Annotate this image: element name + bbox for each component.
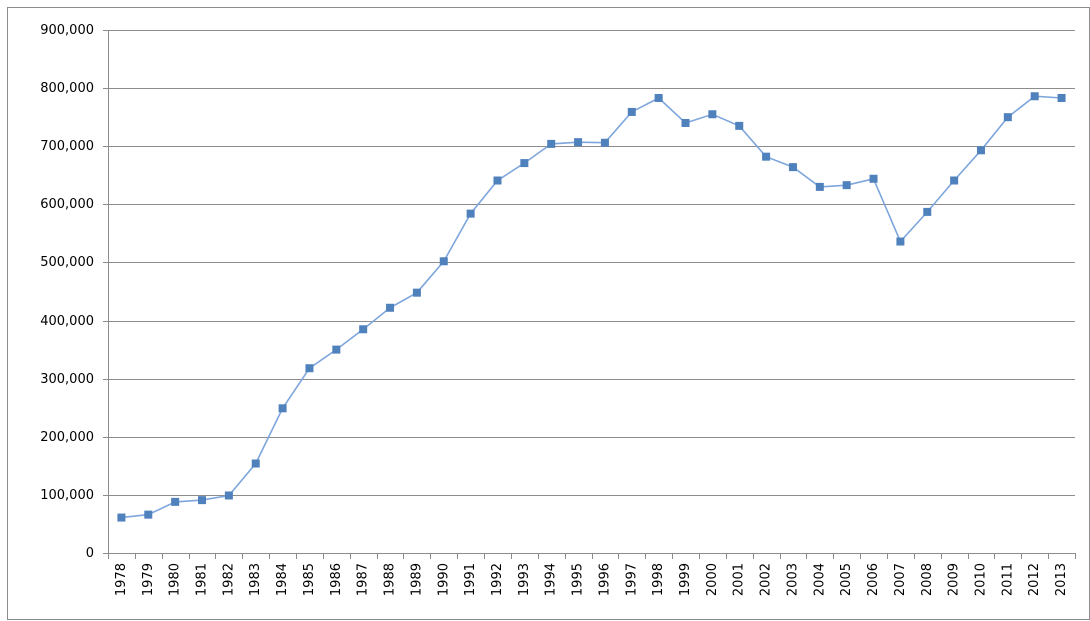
data-marker	[788, 163, 797, 172]
y-tick-label: 700,000	[40, 139, 94, 154]
y-tick-label: 0	[86, 546, 94, 561]
x-tick-label: 2005	[839, 563, 854, 596]
x-tick-label: 1997	[624, 563, 639, 596]
data-marker	[466, 209, 475, 218]
data-marker	[332, 345, 341, 354]
y-tick-label: 500,000	[40, 255, 94, 270]
data-marker	[198, 496, 207, 505]
data-marker	[815, 182, 824, 191]
x-tick-label: 2007	[893, 563, 908, 596]
data-marker	[412, 288, 421, 297]
x-tick-label: 2008	[920, 563, 935, 596]
x-tick-label: 2012	[1027, 563, 1042, 596]
x-tick-label: 2003	[785, 563, 800, 596]
data-marker	[224, 491, 233, 500]
x-tick-label: 1987	[356, 563, 371, 596]
y-tick-label: 300,000	[40, 372, 94, 387]
data-marker	[439, 257, 448, 266]
data-marker	[654, 93, 663, 102]
x-tick-label: 1981	[195, 563, 210, 596]
data-marker	[144, 510, 153, 519]
data-marker	[869, 174, 878, 183]
data-marker	[1030, 92, 1039, 101]
data-marker	[117, 513, 126, 522]
x-tick-label: 2013	[1054, 563, 1069, 596]
data-marker	[171, 497, 180, 506]
y-tick-label: 100,000	[40, 488, 94, 503]
y-tick-label: 200,000	[40, 430, 94, 445]
data-marker	[600, 138, 609, 147]
x-tick-label: 1990	[436, 563, 451, 596]
x-tick-label: 1992	[490, 563, 505, 596]
x-tick-label: 2004	[812, 563, 827, 596]
data-marker	[762, 152, 771, 161]
x-tick-label: 1995	[571, 563, 586, 596]
x-tick-label: 1996	[597, 563, 612, 596]
data-marker	[842, 181, 851, 190]
x-tick-label: 2009	[947, 563, 962, 596]
x-tick-label: 2001	[732, 563, 747, 596]
x-tick-label: 1991	[463, 563, 478, 596]
x-tick-label: 1994	[544, 563, 559, 596]
y-tick-label: 600,000	[40, 197, 94, 212]
x-tick-label: 1998	[651, 563, 666, 596]
x-tick-label: 1988	[383, 563, 398, 596]
y-tick-label: 800,000	[40, 81, 94, 96]
x-tick-label: 1982	[221, 563, 236, 596]
x-tick-label: 1984	[275, 563, 290, 596]
data-marker	[1003, 113, 1012, 122]
y-tick-label: 900,000	[40, 23, 94, 38]
data-marker	[896, 237, 905, 246]
data-marker	[950, 176, 959, 185]
data-marker	[278, 404, 287, 413]
x-tick-label: 2006	[866, 563, 881, 596]
x-tick-label: 2010	[973, 563, 988, 596]
series-line	[121, 95, 1062, 519]
data-marker	[1057, 93, 1066, 102]
data-marker	[627, 107, 636, 116]
data-marker	[520, 159, 529, 168]
x-tick-label: 1986	[329, 563, 344, 596]
x-tick-label: 1978	[114, 563, 129, 596]
y-tick-label: 400,000	[40, 314, 94, 329]
data-marker	[976, 146, 985, 155]
x-tick-label: 1989	[409, 563, 424, 596]
x-tick-label: 2000	[705, 563, 720, 596]
data-marker	[251, 459, 260, 468]
x-tick-label: 1983	[248, 563, 263, 596]
data-marker	[681, 118, 690, 127]
data-marker	[359, 325, 368, 334]
x-tick-label: 1979	[141, 563, 156, 596]
x-tick-label: 2002	[759, 563, 774, 596]
data-marker	[547, 139, 556, 148]
data-marker	[305, 364, 314, 373]
data-marker	[708, 110, 717, 119]
data-marker	[923, 207, 932, 216]
x-tick-label: 1999	[678, 563, 693, 596]
data-marker	[574, 138, 583, 147]
data-marker	[493, 176, 502, 185]
x-tick-label: 1993	[517, 563, 532, 596]
x-tick-label: 1985	[302, 563, 317, 596]
data-marker	[735, 121, 744, 130]
x-tick-label: 2011	[1000, 563, 1015, 596]
data-marker	[386, 303, 395, 312]
chart-border	[7, 7, 1090, 620]
x-tick-label: 1980	[168, 563, 183, 596]
